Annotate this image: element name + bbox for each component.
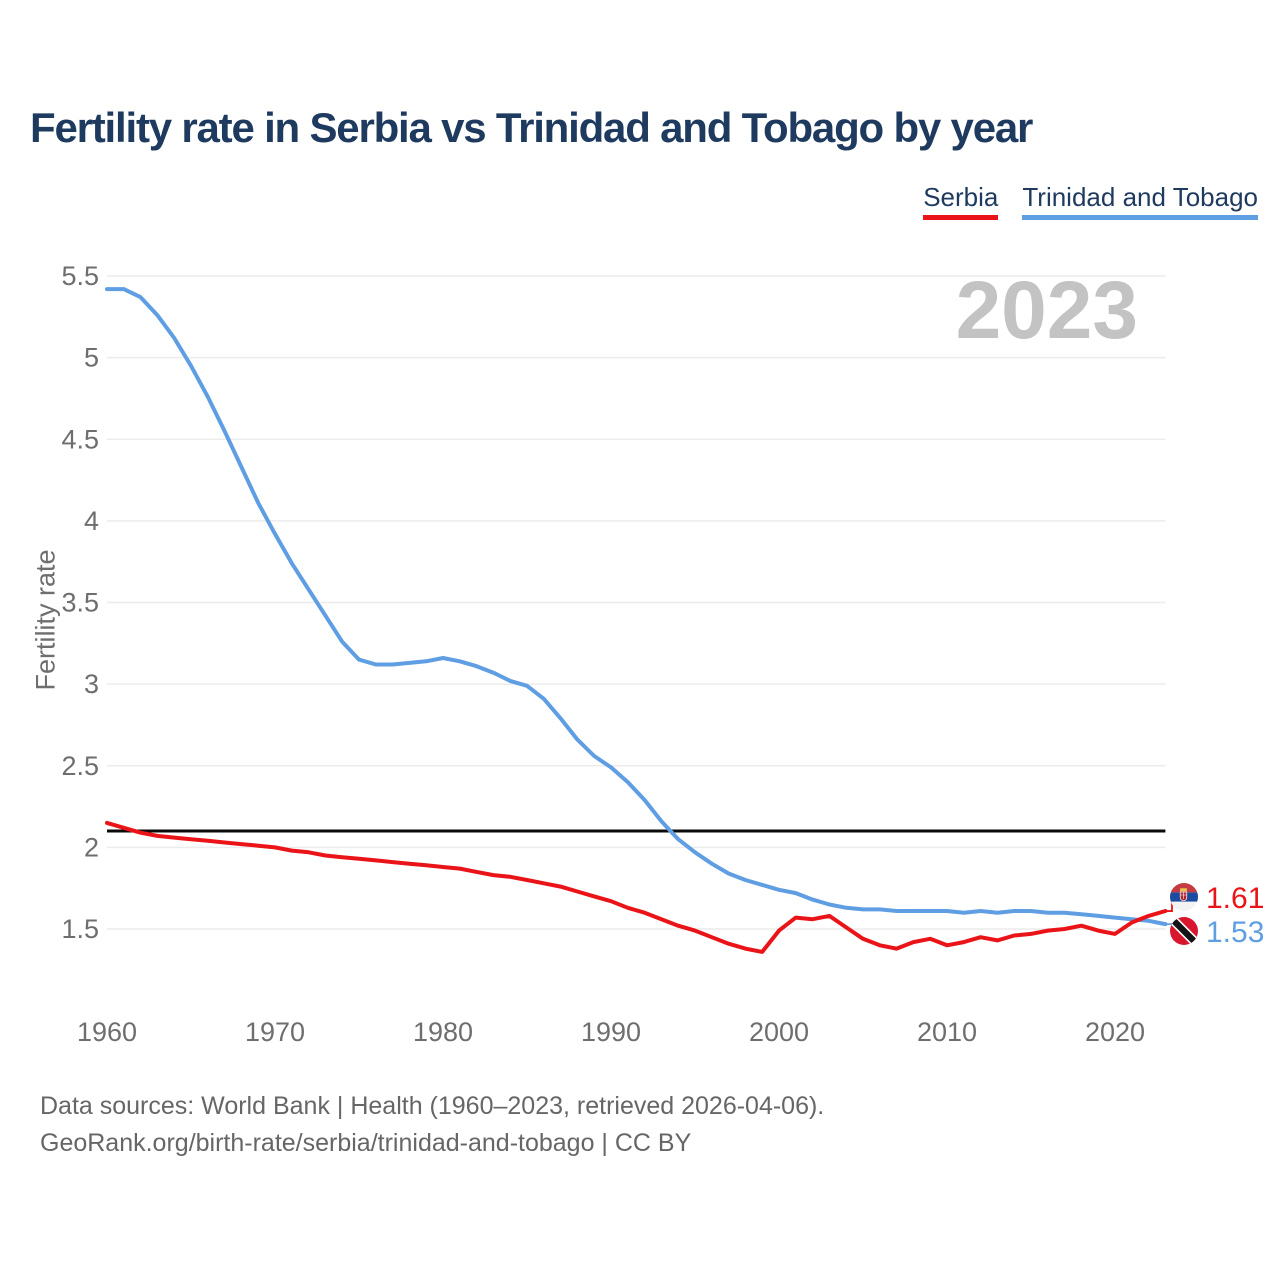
y-tick-label: 4.5 — [61, 424, 99, 454]
x-tick-label: 1980 — [413, 1017, 473, 1047]
y-tick-label: 2 — [84, 832, 99, 862]
serbia-flag-icon — [1170, 883, 1198, 911]
footer: Data sources: World Bank | Health (1960–… — [40, 1088, 824, 1162]
y-tick-label: 2.5 — [61, 751, 99, 781]
legend-item-trinidad-and-tobago[interactable]: Trinidad and Tobago — [1022, 184, 1258, 220]
y-axis-title: Fertility rate — [30, 549, 61, 691]
trinidad-and-tobago-flag-icon — [1170, 917, 1198, 945]
legend-label-trinidad-and-tobago: Trinidad and Tobago — [1022, 182, 1258, 212]
y-tick-label: 5.5 — [61, 261, 99, 291]
y-tick-label: 1.5 — [61, 914, 99, 944]
attribution-line: GeoRank.org/birth-rate/serbia/trinidad-a… — [40, 1129, 692, 1157]
y-tick-label: 5 — [84, 343, 99, 373]
x-tick-label: 1960 — [77, 1017, 137, 1047]
x-tick-label: 1990 — [581, 1017, 641, 1047]
x-tick-label: 2020 — [1085, 1017, 1145, 1047]
x-tick-label: 2010 — [917, 1017, 977, 1047]
x-tick-label: 1970 — [245, 1017, 305, 1047]
y-tick-label: 3 — [84, 669, 99, 699]
legend-item-serbia[interactable]: Serbia — [923, 182, 999, 220]
serbia-series-line[interactable] — [105, 820, 1168, 954]
y-tick-label: 3.5 — [61, 588, 99, 618]
legend-color-bar-serbia — [923, 215, 999, 220]
legend: Serbia Trinidad and Tobago — [923, 184, 1258, 220]
serbia-end-value: 1.61 — [1206, 882, 1265, 915]
x-tick-label: 2000 — [749, 1017, 809, 1047]
legend-label-serbia: Serbia — [923, 182, 999, 212]
trinidad-and-tobago-series-line[interactable] — [105, 287, 1168, 927]
trinidad-and-tobago-end-value: 1.53 — [1206, 916, 1265, 949]
watermark-year: 2023 — [955, 265, 1138, 356]
legend-color-bar-trinidad-and-tobago — [1022, 215, 1258, 220]
chart-title: Fertility rate in Serbia vs Trinidad and… — [30, 104, 1033, 151]
y-tick-label: 4 — [84, 506, 99, 536]
data-sources-line: Data sources: World Bank | Health (1960–… — [40, 1092, 825, 1120]
